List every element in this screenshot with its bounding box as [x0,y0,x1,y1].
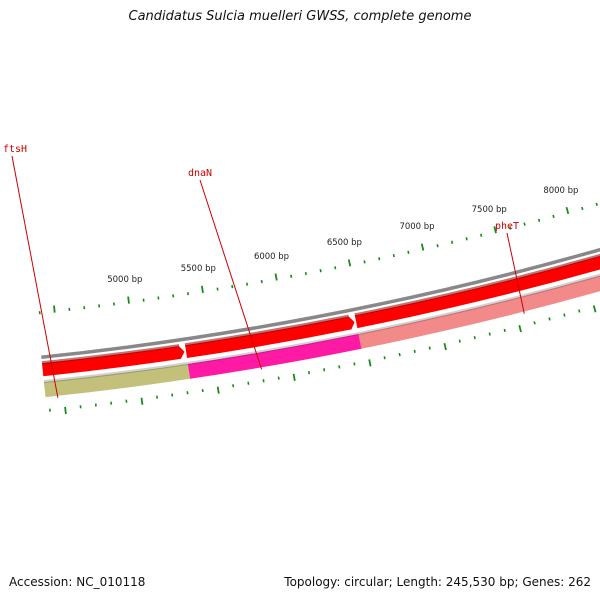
genome-summary: Topology: circular; Length: 245,530 bp; … [284,575,591,589]
gene-label-dnaN[interactable]: dnaN [188,168,212,179]
inner-minor-tick [363,260,366,264]
minor-tick [458,339,461,343]
inner-minor-tick [509,226,512,230]
inner-minor-tick [246,282,249,286]
cds-arrow-shadow [354,253,600,317]
minor-tick [323,368,326,372]
inner-tick-marks [38,202,598,315]
inner-minor-tick [231,284,234,289]
gene-block-shadow [187,332,359,365]
gene-label-pheT[interactable]: pheT [495,221,519,232]
inner-minor-tick [334,266,337,270]
inner-major-tick [274,273,278,281]
minor-tick [473,336,476,340]
cds-track [41,246,600,377]
minor-tick [563,313,566,317]
inner-minor-tick [216,287,219,291]
minor-tick [338,365,341,369]
inner-minor-tick [537,218,541,223]
label-leader-ftsH [11,155,59,398]
minor-tick [398,352,401,357]
inner-major-tick [127,296,130,304]
label-leader-dnaN [199,179,263,370]
scale-label: 5000 bp [107,275,142,285]
scale-label: 8000 bp [543,186,578,196]
gene-block-shadow [358,273,600,335]
accession-text: Accession: NC_010118 [9,575,146,589]
major-tick [140,397,144,405]
minor-tick [428,346,431,350]
minor-tick [277,376,280,380]
major-tick [216,386,220,394]
inner-major-tick [493,226,497,234]
inner-minor-tick [552,214,555,219]
inner-minor-tick [378,257,381,261]
gene-labels: ftsH dnaN pheT [3,144,525,398]
inner-minor-tick [319,269,322,273]
minor-tick [232,384,235,388]
genome-backbone [41,247,600,360]
map-title: Candidatus Sulcia muelleri GWSS, complet… [128,9,472,24]
inner-minor-tick [465,237,468,241]
inner-minor-tick [260,279,263,284]
minor-tick [353,362,356,366]
inner-minor-tick [581,206,584,211]
inner-minor-tick [304,271,307,276]
scale-labels: 5000 bp 5500 bp 6000 bp 6500 bp 7000 bp 7500 … [107,186,578,285]
minor-tick [548,317,551,321]
major-tick [292,373,296,381]
major-tick [64,406,67,415]
outer-tick-marks [49,305,597,415]
scale-label: 5500 bp [181,264,216,274]
cds-arrow[interactable] [354,246,600,329]
major-tick [518,324,522,333]
inner-minor-tick [392,253,395,258]
gene-label-ftsH[interactable]: ftsH [3,144,27,155]
inner-minor-tick [436,244,439,248]
gene-block-ftsH[interactable] [43,364,191,398]
major-tick [368,359,372,367]
inner-minor-tick [595,202,598,207]
scale-label: 7500 bp [472,205,507,215]
inner-minor-tick [407,250,410,254]
minor-tick [307,371,311,375]
label-leader-pheT [506,232,525,314]
major-tick [592,305,597,313]
minor-tick [578,309,581,313]
cds-arrow[interactable] [185,316,355,358]
gene-track [43,263,600,398]
inner-major-tick [53,305,56,313]
scale-label: 6000 bp [254,252,289,262]
cds-arrow[interactable] [42,346,185,377]
inner-major-tick [347,259,352,267]
inner-minor-tick [523,222,526,226]
minor-tick [488,332,491,336]
gene-block-shadow [43,362,189,384]
gene-block-pheT[interactable] [358,263,600,349]
inner-minor-tick [290,274,293,278]
minor-tick [186,391,189,395]
inner-major-tick [565,206,570,215]
major-tick [443,342,447,351]
minor-tick [503,328,506,332]
scale-label: 7000 bp [399,222,434,232]
minor-tick [413,349,416,353]
minor-tick [383,356,386,360]
minor-tick [262,379,265,383]
minor-tick [247,381,250,385]
inner-minor-tick [480,233,483,237]
inner-major-tick [201,285,204,294]
cds-arrow-shadow [184,314,349,347]
scale-label: 6500 bp [327,238,362,248]
minor-tick [533,321,536,325]
inner-major-tick [420,243,425,251]
cds-arrow-shadow [41,344,180,365]
gene-block-dnaN[interactable] [187,334,362,379]
inner-minor-tick [451,240,454,244]
